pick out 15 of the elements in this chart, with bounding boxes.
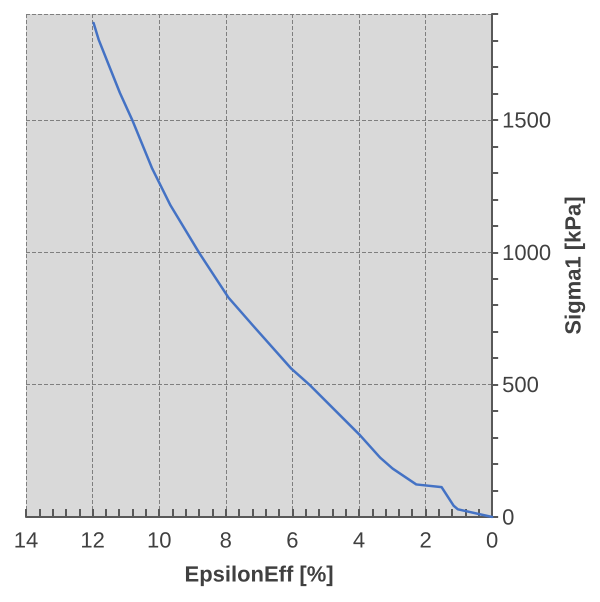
line-series [92, 22, 494, 518]
x-tick-label: 10 [146, 528, 172, 552]
x-tick-label: 8 [220, 528, 232, 552]
y-tick-label: 500 [502, 372, 539, 398]
x-axis-title: EpsilonEff [%] [184, 562, 334, 586]
x-tick-label: 0 [486, 528, 498, 552]
y-axis-title: Sigma1 [kPa] [560, 196, 586, 335]
x-tick-label: 6 [286, 528, 298, 552]
x-tick-label: 14 [14, 528, 38, 552]
y-tick-label: 0 [502, 504, 514, 530]
y-tick-label: 1500 [502, 107, 552, 132]
x-tick-label: 4 [352, 528, 366, 552]
x-tick-label: 2 [419, 528, 432, 552]
y-tick-label: 1000 [502, 240, 552, 265]
x-tick-label: 12 [80, 528, 105, 552]
